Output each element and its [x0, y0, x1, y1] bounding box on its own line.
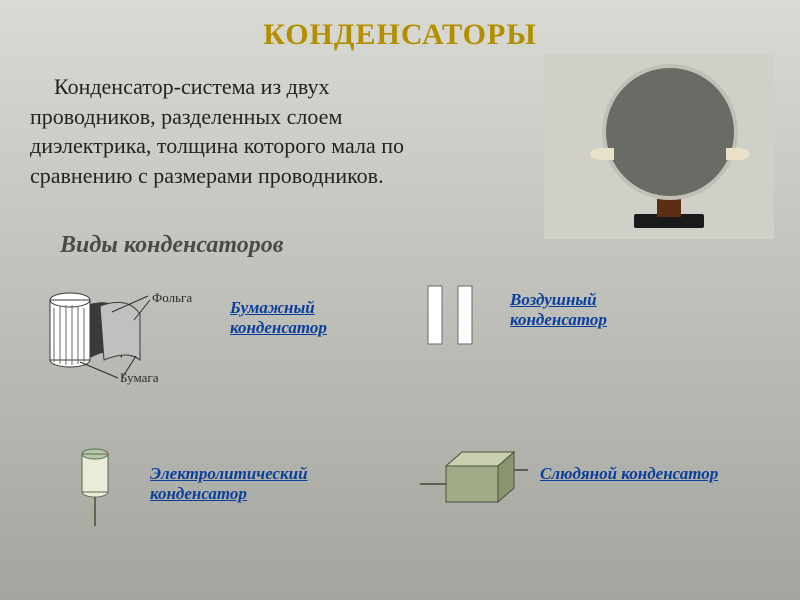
mica-capacitor-link[interactable]: Слюдяной конденсатор — [540, 464, 720, 484]
air-capacitor-symbol — [420, 280, 480, 350]
subtitle: Виды конденсаторов — [60, 232, 283, 259]
definition-text: Конденсатор-система из двух проводников,… — [30, 72, 460, 191]
air-capacitor-link[interactable]: Воздушный конденсатор — [510, 290, 650, 330]
foil-label: Фольга — [152, 290, 192, 306]
slide-title: КОНДЕНСАТОРЫ — [0, 18, 800, 52]
electrolytic-capacitor-link[interactable]: Электролитический конденсатор — [150, 464, 400, 504]
capacitor-photo — [544, 54, 774, 239]
mica-capacitor-symbol — [418, 438, 528, 518]
paper-label: Бумага — [120, 370, 158, 386]
electrolytic-capacitor-symbol — [70, 440, 120, 530]
paper-capacitor-link[interactable]: Бумажный конденсатор — [230, 298, 370, 338]
